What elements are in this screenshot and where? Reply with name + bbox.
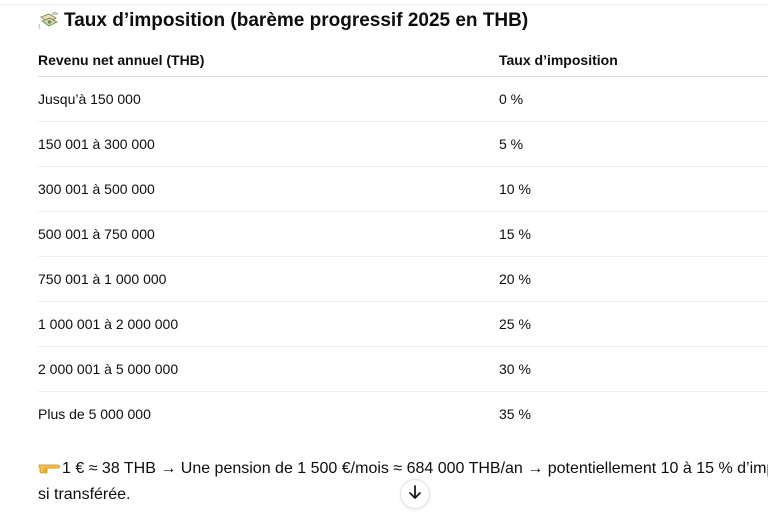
section-heading: Taux d’imposition (barème progressif 202… [38, 9, 528, 33]
table-row: 750 001 à 1 000 000 20 % [38, 256, 768, 302]
tax-rate-cell: 25 % [499, 301, 768, 347]
income-bracket-cell: 150 001 à 300 000 [38, 121, 499, 167]
income-bracket-cell: 2 000 001 à 5 000 000 [38, 346, 499, 392]
table-row: Jusqu’à 150 000 0 % [38, 76, 768, 122]
top-divider [0, 4, 768, 5]
column-header-income: Revenu net annuel (THB) [38, 44, 499, 77]
table-row: 500 001 à 750 000 15 % [38, 211, 768, 257]
table-row: 2 000 001 à 5 000 000 30 % [38, 346, 768, 392]
table-header-row: Revenu net annuel (THB) Taux d’impositio… [38, 44, 768, 77]
conversion-note-line1: 1 € ≈ 38 THB → Une pension de 1 500 €/mo… [62, 460, 768, 477]
table-row: 1 000 001 à 2 000 000 25 % [38, 301, 768, 347]
pointing-hand-icon [38, 457, 60, 474]
tax-rate-cell: 20 % [499, 256, 768, 302]
income-bracket-cell: 1 000 001 à 2 000 000 [38, 301, 499, 347]
tax-rate-cell: 0 % [499, 76, 768, 122]
tax-rate-cell: 15 % [499, 211, 768, 257]
conversion-note-line2: si transférée. [38, 486, 131, 503]
tax-rate-cell: 30 % [499, 346, 768, 392]
income-bracket-cell: 300 001 à 500 000 [38, 166, 499, 212]
income-bracket-cell: 750 001 à 1 000 000 [38, 256, 499, 302]
money-with-wings-icon [38, 11, 60, 31]
section-heading-text: Taux d’imposition (barème progressif 202… [64, 10, 529, 31]
table-row: Plus de 5 000 000 35 % [38, 392, 768, 437]
conversion-note: 1 € ≈ 38 THB → Une pension de 1 500 €/mo… [38, 455, 768, 483]
tax-rate-table: Revenu net annuel (THB) Taux d’impositio… [38, 44, 768, 436]
tax-rate-cell: 5 % [499, 121, 768, 167]
arrow-down-icon [408, 484, 422, 505]
income-bracket-cell: Plus de 5 000 000 [38, 406, 151, 422]
table-row: 300 001 à 500 000 10 % [38, 166, 768, 212]
table-row: 150 001 à 300 000 5 % [38, 121, 768, 167]
income-bracket-cell: 500 001 à 750 000 [38, 211, 499, 257]
tax-rate-cell: 10 % [499, 166, 768, 212]
income-bracket-cell: Jusqu’à 150 000 [38, 76, 499, 122]
tax-rate-cell: 35 % [499, 406, 531, 422]
column-header-rate: Taux d’imposition [499, 44, 768, 77]
scroll-to-bottom-button[interactable] [400, 479, 430, 509]
